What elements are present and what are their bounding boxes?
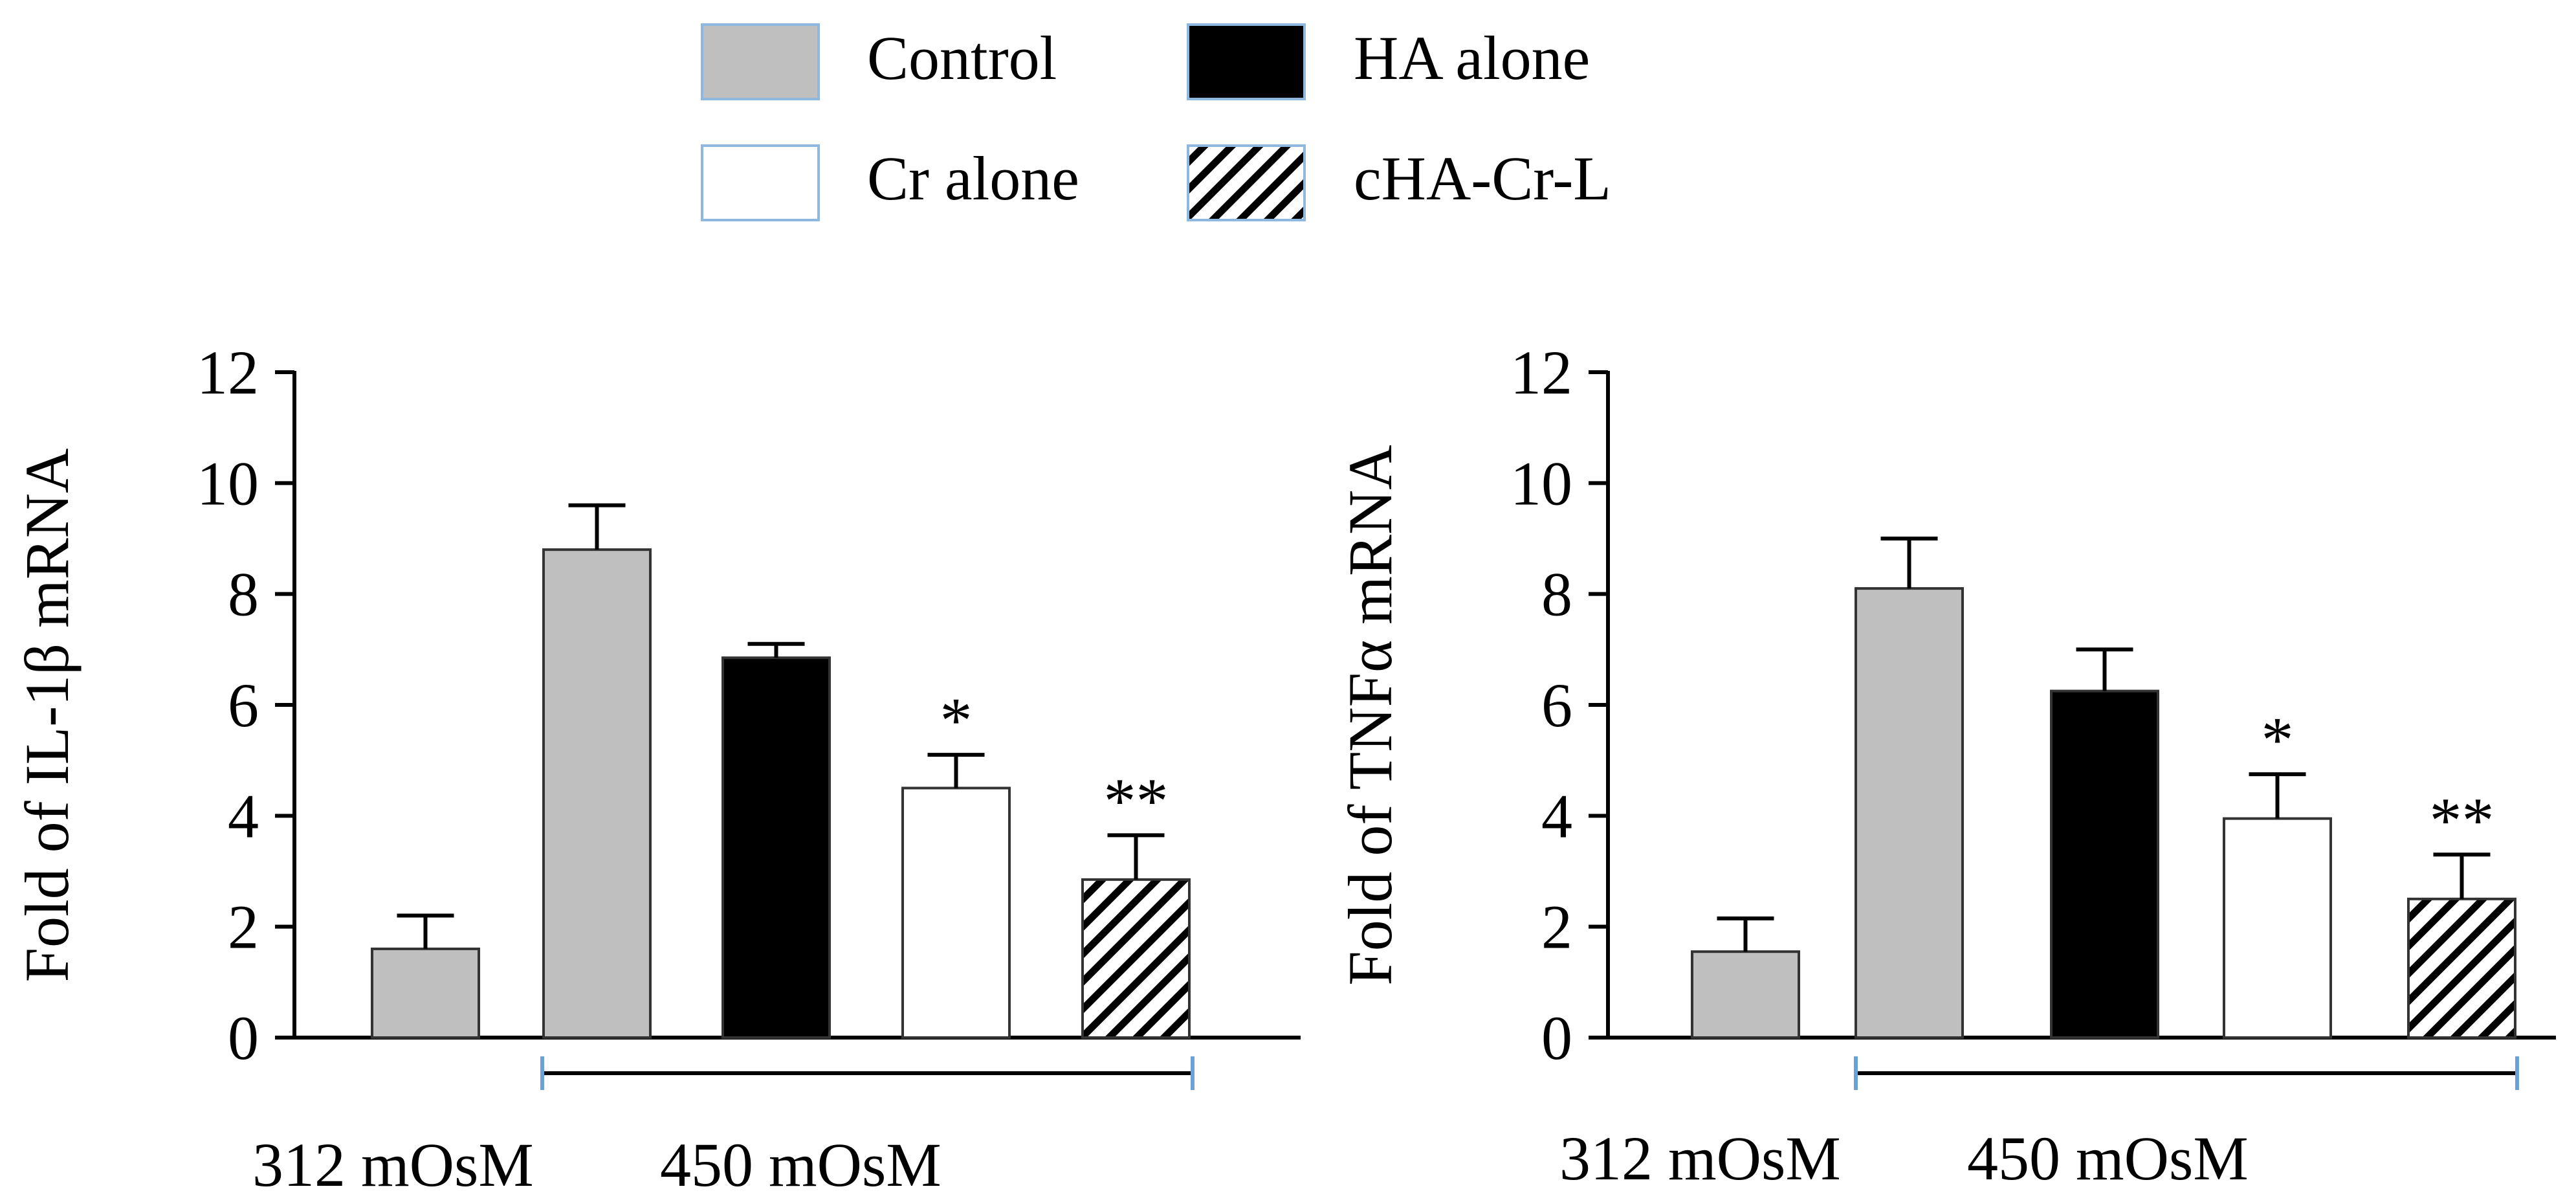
x-category-label-312-tnfa: 312 mOsM: [1559, 1124, 1841, 1193]
legend-label-cr-alone: Cr alone: [867, 144, 1079, 213]
y-tick-label: 6: [228, 671, 259, 740]
significance-mark: *: [2262, 704, 2294, 775]
y-tick-label: 2: [1541, 893, 1572, 962]
y-tick-label: 10: [197, 449, 259, 518]
y-tick-label: 4: [228, 781, 259, 851]
legend-label-cha-cr-l: cHA-Cr-L: [1354, 144, 1611, 213]
significance-mark: **: [1104, 764, 1169, 836]
bar-control-450: [1855, 587, 1964, 1039]
x-category-label-450-il1b: 450 mOsM: [660, 1130, 941, 1199]
bar-cr-450: [901, 786, 1011, 1039]
x-category-label-450-tnfa: 450 mOsM: [1967, 1124, 2249, 1193]
y-tick-label: 4: [1541, 781, 1572, 851]
bar-control-312: [1691, 950, 1800, 1040]
bar-ha-450: [721, 656, 831, 1039]
significance-mark: *: [940, 684, 973, 756]
y-tick-label: 12: [197, 338, 259, 407]
bar-chacrl-450: [2407, 897, 2516, 1040]
legend-item-cha-cr-l: cHA-Cr-L: [1187, 144, 1611, 221]
legend-swatch-cha-cr-l: [1187, 144, 1306, 221]
bar-control-450: [542, 548, 652, 1039]
y-tick-label: 8: [1541, 560, 1572, 629]
y-tick-label: 6: [1541, 671, 1572, 740]
legend-label-ha-alone: HA alone: [1354, 23, 1590, 93]
x-category-label-312-il1b: 312 mOsM: [252, 1130, 534, 1199]
bar-chacrl-450: [1081, 878, 1191, 1039]
y-tick-label: 0: [1541, 1003, 1572, 1073]
bar-cr-450: [2223, 817, 2332, 1040]
legend-swatch-ha-alone: [1187, 23, 1306, 100]
y-tick-label: 10: [1510, 449, 1572, 518]
y-axis-label-tnfa: Fold of TNFα mRNA: [1336, 445, 1405, 985]
y-tick-label: 8: [228, 560, 259, 629]
y-tick-label: 0: [228, 1003, 259, 1073]
legend-swatch-cr-alone: [701, 144, 820, 221]
y-axis-label-il1b: Fold of IL-1β mRNA: [12, 449, 82, 983]
y-tick-label: 12: [1510, 338, 1572, 407]
bar-ha-450: [2050, 689, 2159, 1040]
legend-swatch-control: [701, 23, 820, 100]
legend: Control HA alone Cr alone cHA-Cr-L: [701, 23, 1611, 221]
legend-item-cr-alone: Cr alone: [701, 144, 1079, 221]
y-tick-label: 2: [228, 893, 259, 962]
legend-label-control: Control: [867, 23, 1057, 93]
legend-item-control: Control: [701, 23, 1057, 100]
legend-item-ha-alone: HA alone: [1187, 23, 1590, 100]
bar-control-312: [371, 947, 480, 1040]
significance-mark: **: [2430, 784, 2494, 856]
